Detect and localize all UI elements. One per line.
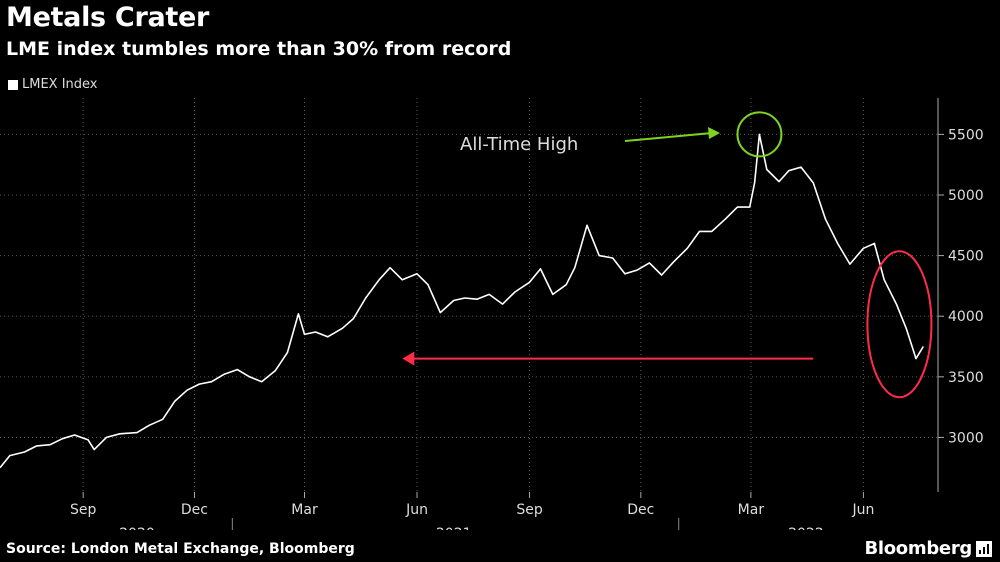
x-year-label: 2022 — [788, 526, 824, 530]
comparison-arrow-head — [402, 351, 415, 366]
x-year-label: 2021 — [436, 526, 472, 530]
x-tick-label: Mar — [291, 502, 318, 518]
all-time-high-label: All-Time High — [460, 134, 578, 155]
x-year-label: 2020 — [119, 526, 155, 530]
brand-name: Bloomberg — [864, 538, 972, 559]
x-tick-label: Jun — [405, 502, 428, 518]
recent-drop-ellipse — [866, 250, 933, 399]
y-tick-label: 4000 — [948, 309, 984, 325]
all-time-high-arrow-head — [708, 127, 720, 139]
all-time-high-circle — [736, 111, 783, 158]
legend-swatch — [8, 79, 18, 90]
y-tick-label: 3500 — [948, 370, 984, 386]
x-tick-label: Jun — [851, 502, 874, 518]
all-time-high-arrow-shaft — [624, 132, 713, 142]
legend-label: LMEX Index — [22, 77, 98, 92]
grid-layer — [0, 98, 938, 492]
x-tick-label: Sep — [70, 502, 97, 518]
annotation-layer: All-Time High — [402, 111, 933, 399]
legend: LMEX Index — [8, 77, 98, 92]
chart-title: Metals Crater — [6, 2, 210, 33]
chart-subtitle: LME index tumbles more than 30% from rec… — [6, 38, 512, 60]
bloomberg-mark-icon — [976, 540, 992, 557]
x-tick-label: Dec — [627, 502, 654, 518]
x-tick-label: Mar — [738, 502, 765, 518]
y-tick-label: 5500 — [948, 127, 984, 143]
x-tick-label: Dec — [181, 502, 208, 518]
series-line-lmex-index — [0, 133, 924, 469]
series-layer — [0, 133, 924, 469]
y-tick-label: 5000 — [948, 188, 984, 204]
source-note: Source: London Metal Exchange, Bloomberg — [6, 541, 355, 557]
x-tick-label: Sep — [516, 502, 543, 518]
line-chart: 3000 3500 4000 4500 5000 5500 Sep Dec Mar Jun Sep D… — [0, 98, 984, 530]
axis-layer: 3000 3500 4000 4500 5000 5500 Sep Dec Mar Jun Sep D… — [70, 98, 984, 530]
brand-logo: Bloomberg — [864, 538, 992, 559]
y-tick-label: 3000 — [948, 430, 984, 446]
y-tick-label: 4500 — [948, 249, 984, 265]
